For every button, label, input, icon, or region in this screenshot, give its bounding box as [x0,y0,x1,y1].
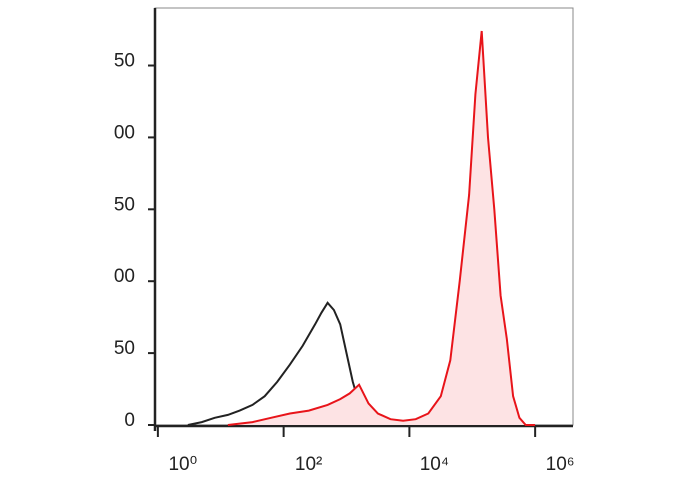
series-fill [227,31,536,425]
y-tick-label: 00 [114,266,135,287]
y-tick-label: 50 [114,51,135,72]
x-tick-label: 10² [295,454,322,475]
x-tick-label: 10⁴ [420,454,449,475]
x-tick-label: 10⁶ [546,454,575,475]
y-tick-label: 00 [114,122,135,143]
series-line [227,30,536,426]
y-tick-label: 0 [124,410,135,431]
x-tick-label: 10⁰ [168,454,197,475]
y-tick-label: 50 [114,338,135,359]
y-tick-label: 50 [114,194,135,215]
